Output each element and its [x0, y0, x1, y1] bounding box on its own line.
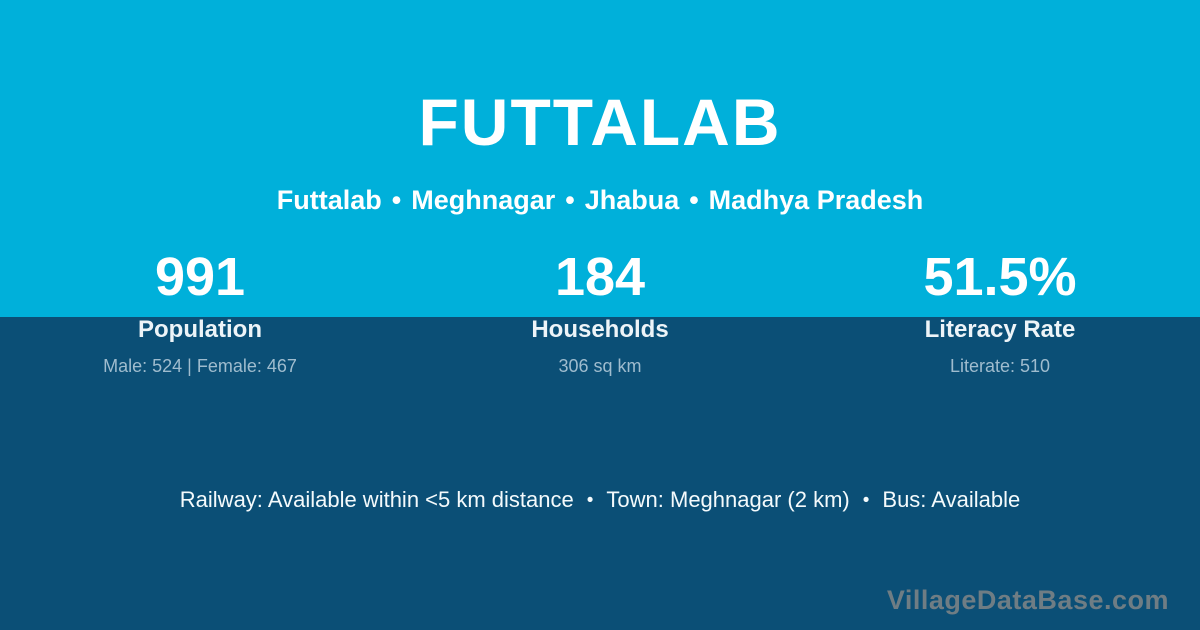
population-detail: Male: 524 | Female: 467 — [103, 356, 297, 376]
watermark: VillageDataBase.com — [886, 585, 1169, 615]
stat-population: 991 Population Male: 524 | Female: 467 — [0, 247, 400, 376]
literacy-detail: Literate: 510 — [949, 356, 1051, 376]
households-value: 184 — [554, 247, 646, 307]
footer-separator: • — [862, 490, 870, 511]
breadcrumb-separator: • — [689, 185, 699, 215]
breadcrumb-item-state: Madhya Pradesh — [708, 185, 924, 215]
breadcrumb-item-district: Jhabua — [584, 185, 680, 215]
village-title: FUTTALAB — [418, 85, 782, 159]
stat-households: 184 Households 306 sq km — [400, 247, 800, 376]
population-value: 991 — [154, 247, 246, 307]
footer-item-bus: Bus: Available — [882, 487, 1021, 512]
stats-row: 991 Population Male: 524 | Female: 467 1… — [0, 247, 1200, 376]
footer-item-railway: Railway: Available within <5 km distance — [179, 487, 574, 512]
literacy-label: Literacy Rate — [924, 316, 1076, 343]
breadcrumb: Futtalab • Meghnagar • Jhabua • Madhya Pradesh — [0, 184, 1200, 216]
stat-literacy: 51.5% Literacy Rate Literate: 510 — [800, 247, 1200, 376]
top-background — [0, 0, 1200, 317]
footer-separator: • — [586, 490, 594, 511]
breadcrumb-separator: • — [565, 185, 575, 215]
breadcrumb-item-village: Futtalab — [276, 185, 382, 215]
breadcrumb-separator: • — [391, 185, 402, 215]
households-label: Households — [531, 316, 669, 343]
literacy-value: 51.5% — [923, 247, 1077, 307]
footer-info: Railway: Available within <5 km distance… — [0, 487, 1200, 514]
population-label: Population — [138, 316, 262, 343]
bottom-background — [0, 317, 1200, 630]
breadcrumb-item-tehsil: Meghnagar — [411, 185, 556, 215]
households-detail: 306 sq km — [558, 356, 642, 376]
footer-item-town: Town: Meghnagar (2 km) — [606, 487, 850, 512]
